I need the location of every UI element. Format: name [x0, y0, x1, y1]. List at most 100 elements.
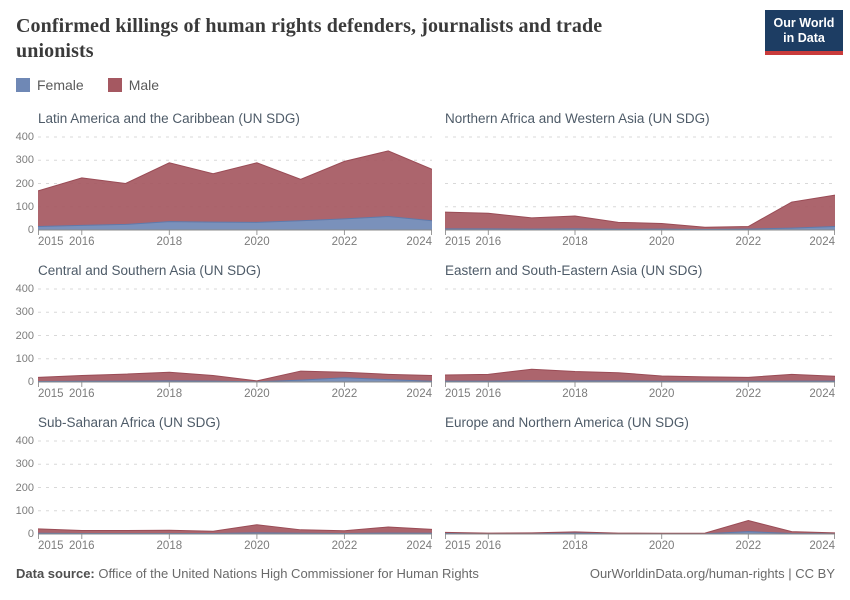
x-axis-label: 2016 [475, 388, 502, 400]
legend-swatch-female [16, 78, 30, 92]
plot-area [445, 286, 835, 387]
x-axis-label: 2020 [244, 540, 270, 552]
x-axis-label: 2020 [244, 388, 270, 400]
area-chart [38, 288, 432, 387]
x-axis-label: 2015 [445, 540, 471, 552]
logo-line2: in Data [783, 31, 825, 45]
x-axis-label: 2018 [562, 540, 588, 552]
x-axis: 2015 2016 2018 2020 2022 2024 [38, 540, 432, 553]
chart-panel-central-and-southern-asia-un-sdg: Central and Southern Asia (UN SDG) 0 100 20… [16, 262, 432, 401]
x-axis-label: 2018 [156, 540, 183, 552]
y-axis-label: 0 [27, 224, 34, 236]
charts-grid: Latin America and the Caribbean (UN SDG)… [16, 110, 835, 553]
x-axis-label: 2020 [244, 236, 270, 248]
legend-label: Female [37, 77, 84, 93]
plot-area: 0 100 200 300 400 [15, 435, 432, 540]
x-axis-label: 2022 [735, 388, 762, 400]
y-axis-label: 0 [27, 376, 34, 388]
chart-title: Eastern and South-Eastern Asia (UN SDG) [445, 263, 703, 278]
y-axis-label: 100 [15, 504, 34, 517]
y-axis: 0 100 200 300 400 [15, 131, 34, 236]
legend-item-male: Male [107, 77, 160, 93]
header: Confirmed killings of human rights defen… [16, 10, 843, 64]
plot-area: 0 100 200 300 400 [15, 131, 432, 236]
x-axis-label: 2018 [156, 236, 183, 248]
chart-title: Latin America and the Caribbean (UN SDG) [38, 111, 300, 126]
x-axis-label: 2020 [648, 540, 675, 552]
x-axis: 2015 2016 2018 2020 2022 2024 [38, 236, 432, 249]
x-axis-label: 2024 [809, 540, 835, 552]
y-axis-label: 200 [15, 481, 34, 494]
x-axis-label: 2020 [648, 388, 675, 400]
chart-title: Central and Southern Asia (UN SDG) [38, 263, 261, 278]
legend-label: Male [128, 77, 160, 93]
y-axis-label: 100 [15, 200, 34, 213]
x-axis-label: 2016 [475, 540, 502, 552]
page-title: Confirmed killings of human rights defen… [16, 15, 603, 62]
x-axis: 2015 2016 2018 2020 2022 2024 [445, 540, 835, 553]
x-axis-label: 2024 [406, 540, 432, 552]
area-chart [445, 288, 835, 387]
x-axis-label: 2016 [68, 540, 95, 552]
owid-logo: Our World in Data [765, 10, 843, 55]
chart-panel-europe-and-northern-america-un-sdg: Europe and Northern America (UN SDG) 2015… [445, 414, 835, 553]
x-axis-label: 2024 [406, 388, 432, 400]
x-axis-label: 2015 [445, 388, 471, 400]
y-axis-label: 0 [27, 528, 34, 540]
x-axis-label: 2020 [648, 236, 675, 248]
x-axis-label: 2016 [475, 236, 502, 248]
x-axis-label: 2018 [562, 388, 588, 400]
y-axis: 0 100 200 300 400 [15, 283, 34, 388]
x-axis-label: 2015 [38, 540, 64, 552]
logo-red-bar [765, 51, 843, 55]
chart-title: Europe and Northern America (UN SDG) [445, 415, 689, 430]
y-axis: 0 100 200 300 400 [15, 435, 34, 540]
legend-item-female: Female [16, 77, 84, 93]
x-axis-label: 2022 [331, 236, 358, 248]
x-axis: 2015 2016 2018 2020 2022 2024 [445, 236, 835, 249]
logo-line1: Our World [773, 16, 835, 30]
x-axis-label: 2022 [331, 540, 358, 552]
chart-panel-latin-america-and-the-caribbean-un-sdg: Latin America and the Caribbean (UN SDG)… [16, 110, 432, 249]
y-axis-label: 300 [15, 306, 34, 319]
x-axis-label: 2018 [562, 236, 588, 248]
x-axis-label: 2015 [38, 236, 64, 248]
x-axis-label: 2022 [331, 388, 358, 400]
y-axis-label: 400 [15, 435, 34, 447]
y-axis-label: 200 [15, 177, 34, 190]
x-axis-label: 2016 [68, 388, 95, 400]
footer: Data source: Office of the United Nation… [16, 566, 835, 581]
y-axis-label: 400 [15, 283, 34, 295]
data-source-text: Office of the United Nations High Commis… [94, 566, 479, 581]
legend-swatch-male [107, 78, 122, 92]
chart-title: Northern Africa and Western Asia (UN SDG… [445, 111, 710, 126]
footer-credit: OurWorldinData.org/human-rights | CC BY [589, 566, 835, 581]
plot-area: 0 100 200 300 400 [15, 283, 432, 388]
area-chart [38, 136, 432, 235]
chart-panel-northern-africa-and-western-asia-un-sdg: Northern Africa and Western Asia (UN SDG… [445, 110, 835, 249]
x-axis-label: 2022 [735, 540, 762, 552]
x-axis-label: 2015 [445, 236, 471, 248]
x-axis-label: 2018 [156, 388, 183, 400]
x-axis: 2015 2016 2018 2020 2022 2024 [445, 388, 835, 401]
data-source-label: Data source: [16, 566, 95, 581]
x-axis-label: 2022 [735, 236, 762, 248]
x-axis: 2015 2016 2018 2020 2022 2024 [38, 388, 432, 401]
y-axis-label: 300 [15, 154, 34, 167]
y-axis-label: 100 [15, 352, 34, 365]
area-chart [445, 440, 835, 539]
chart-panel-sub-saharan-africa-un-sdg: Sub-Saharan Africa (UN SDG) 0 100 200 300 400… [16, 414, 432, 553]
plot-area [445, 438, 835, 539]
x-axis-label: 2024 [406, 236, 432, 248]
chart-title: Sub-Saharan Africa (UN SDG) [38, 415, 221, 430]
y-axis-label: 400 [15, 131, 34, 143]
y-axis-label: 200 [15, 329, 34, 342]
chart-panel-eastern-and-south-eastern-asia-un-sdg: Eastern and South-Eastern Asia (UN SDG) 2… [445, 262, 835, 401]
area-chart [38, 440, 432, 539]
x-axis-label: 2015 [38, 388, 64, 400]
x-axis-label: 2016 [68, 236, 95, 248]
plot-area [445, 134, 835, 235]
y-axis-label: 300 [15, 458, 34, 471]
data-source: Data source: Office of the United Nation… [16, 566, 479, 581]
